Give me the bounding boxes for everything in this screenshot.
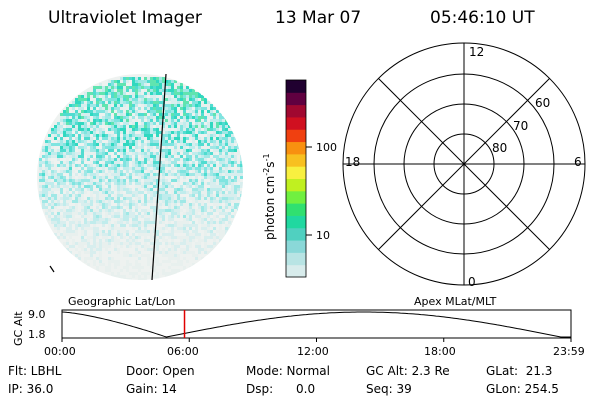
colorbar-segment [286,203,306,216]
colorbar-segment [286,166,306,179]
uv-image-disk [37,74,243,280]
colorbar-segment [286,116,306,130]
colorbar-segment [286,240,306,253]
instrument-title: Ultraviolet Imager [48,8,202,28]
colorbar-segment [286,104,306,118]
colorbar-segment [286,252,306,266]
status-door: Door: Open [126,364,195,378]
status-gain: Gain: 14 [126,382,177,396]
time-tick-0000: 00:00 [44,345,76,358]
colorbar [286,80,306,278]
status-gc-alt: GC Alt: 2.3 Re [366,364,450,378]
lat-label-70: 70 [513,119,529,133]
status-glon: GLon: 254.5 [486,382,559,396]
mlt-label-6: 6 [574,155,582,169]
status-mode: Mode: Normal [246,364,330,378]
colorbar-segment [286,129,306,143]
colorbar-segment [286,215,306,229]
ytick-1-8: 1.8 [28,328,46,341]
status-dsp: Dsp: 0.0 [246,382,316,396]
time-label: 05:46:10 UT [430,8,535,28]
colorbar-label-100: 100 [316,141,337,154]
polar-line-diag2 [378,78,550,250]
lat-label-60: 60 [535,96,551,110]
status-glat: GLat: 21.3 [486,364,553,378]
colorbar-segment [286,153,306,167]
colorbar-segment [286,92,306,106]
time-axis-ticks [61,338,572,342]
colorbar-unit-label: photon cm-2s-1 [262,153,277,240]
time-tick-0600: 06:00 [167,345,199,358]
altitude-plot-frame [61,309,572,339]
polar-plot [342,42,586,286]
disk-edge-tick [49,265,55,273]
colorbar-segment [286,141,306,155]
mlt-label-18: 18 [345,155,361,169]
colorbar-segment [286,80,306,93]
colorbar-segment [286,190,306,204]
altitude-curve [61,311,571,338]
colorbar-segment [286,264,306,278]
mlt-label-12: 12 [469,45,485,59]
colorbar-segment [286,178,306,192]
time-tick-1800: 18:00 [424,345,456,358]
date-label: 13 Mar 07 [275,8,362,28]
gc-alt-ylabel: GC Alt [12,311,25,346]
geographic-label: Geographic Lat/Lon [68,295,176,308]
colorbar-label-10: 10 [316,229,330,242]
colorbar-segment [286,227,306,241]
ytick-9: 9.0 [28,308,46,321]
status-flt: Flt: LBHL [8,364,62,378]
status-seq: Seq: 39 [366,382,412,396]
time-tick-1200: 12:00 [297,345,329,358]
colorbar-frame [285,79,307,278]
time-tick-2359: 23:59 [553,345,585,358]
status-ip: IP: 36.0 [8,382,54,396]
apex-label: Apex MLat/MLT [414,295,497,308]
lat-label-80: 80 [492,141,508,155]
mlt-label-0: 0 [468,275,476,289]
terminator-line [151,73,167,281]
